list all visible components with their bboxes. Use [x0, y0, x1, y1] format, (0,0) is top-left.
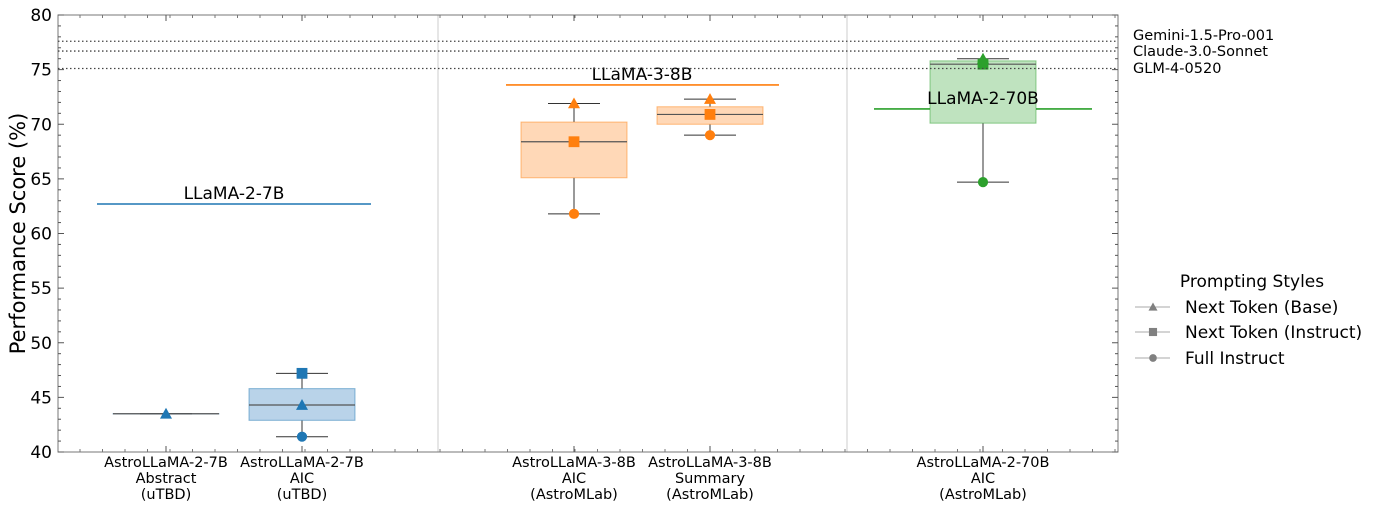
reference-label: GLM-4-0520	[1133, 61, 1221, 77]
y-tick-label: 80	[30, 6, 52, 26]
x-tick-label: (uTBD)	[277, 487, 327, 503]
data-point-triangle	[704, 93, 716, 104]
x-tick-label: Summary	[675, 471, 745, 487]
reference-label: Gemini-1.5-Pro-001	[1133, 28, 1274, 44]
y-tick-label: 50	[30, 334, 52, 354]
data-point-triangle	[568, 97, 580, 109]
y-tick-label: 40	[30, 443, 52, 463]
y-tick-label: 65	[30, 170, 52, 190]
data-point-circle	[977, 177, 989, 188]
y-tick-label: 55	[30, 279, 52, 299]
x-tick-label: (AstroMLab)	[939, 487, 1027, 503]
legend-label: Next Token (Instruct)	[1185, 323, 1362, 343]
data-point-square	[977, 58, 989, 70]
data-point-circle	[296, 431, 308, 442]
group-label: LLaMA-2-7B	[184, 184, 285, 204]
data-point-circle	[704, 130, 716, 141]
group-label: LLaMA-2-70B	[927, 89, 1039, 109]
y-axis: 40 45 50 55 60 65 70 75 80 Performance Score (%)	[6, 6, 1118, 463]
data-point-circle	[568, 208, 580, 219]
x-tick-label: (uTBD)	[141, 487, 191, 503]
group-label: LLaMA-3-8B	[592, 65, 693, 85]
legend-title: Prompting Styles	[1180, 272, 1324, 292]
x-tick-label: (AstroMLab)	[666, 487, 754, 503]
data-point-triangle	[160, 407, 172, 419]
legend: Prompting Styles Next Token (Base) Next To…	[1135, 272, 1362, 369]
legend-marker-square	[1148, 327, 1158, 337]
x-tick-label: AstroLLaMA-3-8B	[648, 455, 772, 471]
x-tick-label: Abstract	[136, 471, 197, 487]
x-tick-label: AIC	[290, 471, 314, 487]
legend-marker-circle	[1149, 354, 1157, 362]
reference-lines: Gemini-1.5-Pro-001Claude-3.0-SonnetGLM-4…	[58, 28, 1274, 77]
x-tick-label: AIC	[971, 471, 995, 487]
data-point-square	[568, 136, 580, 148]
reference-label: Claude-3.0-Sonnet	[1133, 44, 1268, 60]
y-tick-label: 45	[30, 388, 52, 408]
x-tick-label: AstroLLaMA-2-7B	[240, 455, 364, 471]
legend-marker-triangle	[1148, 302, 1158, 311]
plot-area: LLaMA-2-7B LLaMA-3-8B LLaMA-2-70B	[57, 14, 1119, 453]
x-tick-label: AstroLLaMA-2-7B	[104, 455, 228, 471]
data-point-square	[704, 109, 716, 120]
data-point-triangle	[296, 399, 308, 410]
legend-label: Full Instruct	[1185, 349, 1285, 369]
y-tick-label: 75	[30, 61, 52, 81]
x-tick-label: AstroLLaMA-2-70B	[917, 455, 1050, 471]
y-tick-label: 60	[30, 225, 52, 245]
x-tick-label: AstroLLaMA-3-8B	[512, 455, 636, 471]
x-axis: AstroLLaMA-2-7BAbstract(uTBD)AstroLLaMA-…	[79, 15, 1116, 503]
legend-label: Next Token (Base)	[1185, 298, 1338, 318]
box	[520, 121, 628, 179]
x-tick-label: AIC	[562, 471, 586, 487]
x-tick-label: (AstroMLab)	[530, 487, 618, 503]
box	[929, 60, 1037, 124]
data-point-square	[296, 367, 308, 379]
y-tick-label: 70	[30, 115, 52, 135]
y-axis-title: Performance Score (%)	[6, 113, 30, 355]
